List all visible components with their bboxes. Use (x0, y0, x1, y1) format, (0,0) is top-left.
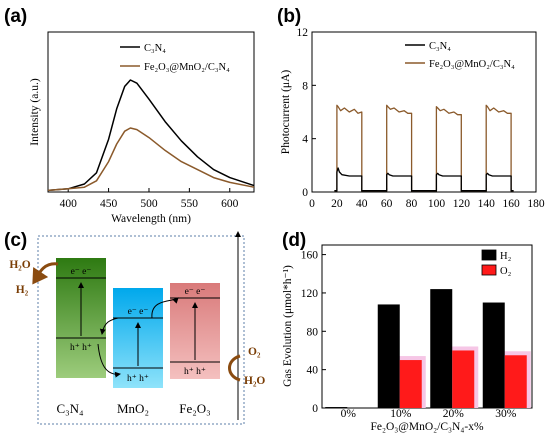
panel-b-x-tick-label: 120 (453, 198, 471, 210)
panel-b-series-line-c3n4 (334, 167, 514, 192)
panel-d-y-tick-label: 80 (307, 326, 319, 338)
panel-d-x-tick-label: 0% (341, 408, 357, 420)
panel-a-x-tick-label: 400 (60, 198, 78, 210)
panel-d-legend-label-o2: O₂ (500, 266, 512, 277)
panel-b-x-tick-label: 180 (527, 198, 545, 210)
panel-a-legend-label-composite: Fe₂O₃@MnO₂/C₃N₄ (144, 62, 230, 73)
panel-a-letter: (a) (4, 6, 27, 27)
panel-d-legend-swatch-o2 (481, 264, 497, 276)
panel-d-y-tick-label: 0 (312, 403, 318, 415)
panel-b-x-tick-label: 40 (356, 198, 368, 210)
panel-b-x-tick-label: 60 (381, 198, 393, 210)
panel-d-x-tick-label: 30% (495, 408, 517, 420)
panel-d-x-label: Fe₂O₃@MnO₂/C₃N₄-x% (370, 421, 483, 433)
panel-b-letter: (b) (277, 6, 301, 27)
c3n4-holes: h⁺ h⁺ (70, 343, 92, 353)
mno2-electrons: e⁻ e⁻ (128, 307, 149, 317)
panel-d-letter: (d) (282, 230, 306, 251)
electron-transfer-arrow-mno2-fe2o3 (151, 297, 179, 319)
h2-product: H₂ (16, 284, 29, 296)
diagram-border (37, 235, 245, 425)
panel-a: (a) 400 450 500 550 600 Wavelength (nm) Inte… (4, 6, 255, 225)
panel-b-x-tick-label: 80 (406, 198, 418, 210)
panel-d-bar-o2 (452, 350, 475, 408)
panel-b-x-tick-label: 160 (502, 198, 520, 210)
panel-a-x-tick-label: 450 (100, 198, 118, 210)
panel-d-legend-swatch-h2 (481, 249, 497, 261)
panel-b-y-tick-label: 12 (297, 27, 309, 39)
panel-a-y-label: Intensity (a.u.) (29, 78, 41, 146)
panel-d-bar-h2 (377, 304, 400, 408)
panel-b-y-tick-label: 4 (302, 134, 308, 146)
mno2-holes: h⁺ h⁺ (127, 374, 149, 384)
panel-d-y-label: Gas Evolution (μmol*h⁻¹) (282, 265, 294, 387)
panel-d-y-tick-label: 120 (301, 288, 319, 300)
panel-a-series (47, 79, 255, 192)
panel-c: (c) e⁻ e⁻ h⁺ h⁺ C₃N₄ e⁻ e⁻ h⁺ h⁺ MnO₂ e⁻… (4, 230, 265, 425)
panel-d-x-tick-label: 20% (443, 408, 465, 420)
panel-b-x-tick-label: 100 (428, 198, 446, 210)
h2o-reactant-right: H₂O (244, 375, 265, 387)
panel-a-legend: C₃N₄ Fe₂O₃@MnO₂/C₃N₄ (120, 43, 230, 73)
panel-d-legend-label-h2: H₂ (500, 251, 512, 262)
panel-a-x-tick-label: 500 (140, 198, 158, 210)
reduction-arrow (32, 262, 59, 285)
panel-d-x-tick-label: 10% (390, 408, 412, 420)
panel-b-y-axis: 0 4 8 12 (297, 27, 316, 199)
panel-d: (d) 0 40 80 120 160 0% 10% 20% 30% Fe₂O₃@MnO₂/C… (282, 230, 533, 433)
fe2o3-electrons: e⁻ e⁻ (185, 287, 206, 297)
panel-d-y-tick-label: 160 (301, 250, 319, 262)
hole-transfer-arrow-c3n4-mno2 (97, 343, 121, 378)
panel-a-x-tick-label: 550 (181, 198, 199, 210)
panel-b-legend-label-c3n4: C₃N₄ (429, 41, 451, 52)
fe2o3-label: Fe₂O₃ (179, 401, 210, 416)
panel-b-legend: C₃N₄ Fe₂O₃@MnO₂/C₃N₄ (405, 41, 515, 70)
panel-b-y-tick-label: 8 (302, 80, 308, 92)
panel-d-bar-h2 (430, 289, 453, 408)
panel-d-x-axis: 0% 10% 20% 30% (341, 408, 517, 420)
oxidation-arrow (228, 354, 241, 382)
panel-b-legend-label-composite: Fe₂O₃@MnO₂/C₃N₄ (429, 59, 515, 70)
panel-a-legend-label-c3n4: C₃N₄ (144, 43, 166, 54)
panel-b-x-tick-label: 20 (331, 198, 343, 210)
panel-a-x-label: Wavelength (nm) (111, 213, 191, 225)
panel-b-y-label: Photocurrent (μA) (280, 70, 292, 155)
panel-b-plot-frame (311, 31, 537, 193)
panel-b-series (334, 104, 514, 192)
fe2o3-holes: h⁺ h⁺ (184, 367, 206, 377)
o2-product: O₂ (248, 346, 261, 358)
panel-b-x-tick-label: 140 (478, 198, 496, 210)
panel-a-x-tick-label: 600 (221, 198, 239, 210)
panel-a-plot-frame (47, 31, 255, 193)
panel-b-x-tick-label: 0 (309, 198, 315, 210)
panel-d-bar-h2 (482, 302, 505, 408)
c3n4-electrons: e⁻ e⁻ (71, 267, 92, 277)
panel-a-series-line-c3n4 (47, 79, 255, 192)
panel-d-plot-frame (321, 244, 533, 409)
electron-transfer-arrow-mno2-c3n4 (99, 317, 119, 335)
h2o-reactant-left: H₂O (9, 259, 30, 271)
panel-b-y-tick-label: 0 (302, 187, 308, 199)
panel-a-x-axis: 400 450 500 550 600 (60, 188, 239, 210)
panel-c-letter: (c) (4, 230, 27, 251)
c3n4-label: C₃N₄ (56, 401, 84, 416)
mno2-label: MnO₂ (117, 401, 149, 416)
panel-d-bars (325, 289, 531, 408)
panel-d-y-axis: 0 40 80 120 160 (301, 250, 326, 415)
panel-b: (b) 0 20 40 60 80 100 120 140 160 180 0 4 8 12 Photo… (277, 6, 545, 210)
panel-d-bar-o2 (399, 360, 422, 408)
panel-d-bar-h2 (325, 407, 348, 408)
panel-d-bar-o2 (504, 355, 527, 408)
panel-d-y-tick-label: 40 (307, 365, 319, 377)
panel-a-series-line-composite (47, 127, 255, 192)
panel-d-legend: H₂ O₂ (481, 249, 512, 277)
